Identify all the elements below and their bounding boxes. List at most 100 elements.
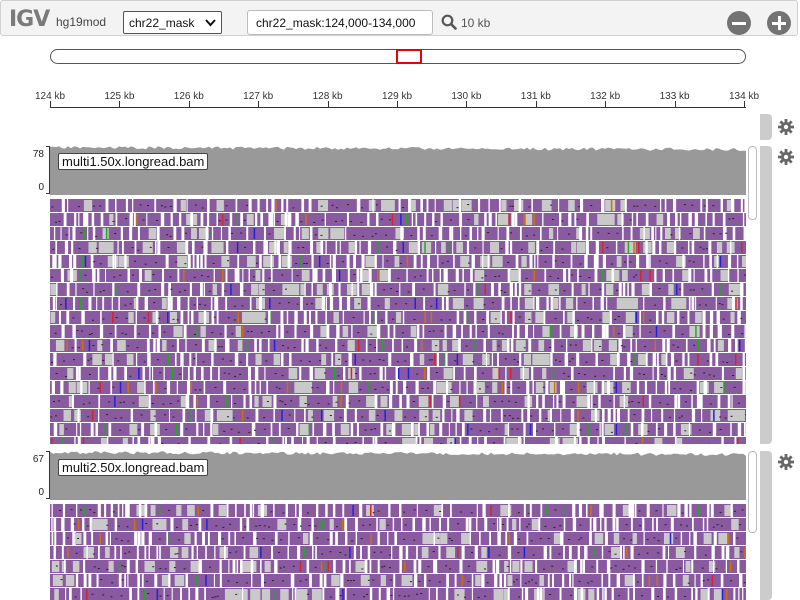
mismatch-mark: [320, 410, 323, 421]
deletion-mark: [461, 325, 463, 338]
deletion-mark: [532, 381, 534, 394]
gear-icon[interactable]: [778, 119, 794, 135]
deletion-mark: [507, 546, 511, 559]
alignment-track[interactable]: [50, 504, 746, 600]
genome-label[interactable]: hg19mod: [56, 15, 107, 29]
insertion-mark: [248, 431, 251, 433]
chromosome-select[interactable]: chr22_mask: [123, 11, 222, 34]
insertion-mark: [737, 402, 740, 404]
insertion-mark: [121, 579, 124, 581]
mismatch-mark: [391, 214, 394, 225]
locus-search-input[interactable]: chr22_mask:124,000-134,000: [247, 10, 433, 35]
gap-mark: [133, 298, 138, 309]
gap-mark: [384, 200, 393, 211]
gap-mark: [548, 284, 560, 295]
gap-mark: [641, 284, 651, 295]
deletion-mark: [411, 213, 414, 226]
insertion-mark: [736, 537, 739, 539]
gap-mark: [187, 505, 195, 516]
mismatch-mark: [443, 354, 445, 365]
deletion-mark: [445, 381, 449, 394]
deletion-mark: [224, 339, 229, 352]
deletion-mark: [597, 437, 599, 444]
deletion-mark: [681, 283, 684, 296]
deletion-mark: [606, 560, 611, 573]
search-icon[interactable]: [441, 14, 457, 30]
deletion-mark: [365, 339, 368, 352]
insertion-mark: [320, 234, 323, 236]
deletion-mark: [498, 199, 501, 212]
gap-mark: [161, 519, 167, 530]
insertion-mark: [610, 263, 613, 265]
read-row-gap: [50, 282, 746, 283]
insertion-mark: [243, 290, 246, 292]
gap-mark: [713, 589, 723, 600]
deletion-mark: [259, 255, 262, 268]
alignment-scroll-thumb[interactable]: [748, 451, 757, 533]
deletion-mark: [335, 339, 338, 352]
insertion-mark: [284, 288, 287, 290]
insertion-mark: [178, 291, 181, 293]
insertion-mark: [386, 524, 389, 526]
insertion-mark: [561, 248, 564, 250]
deletion-mark: [490, 283, 494, 296]
ruler-scrollbar[interactable]: [760, 114, 772, 140]
alignment-track[interactable]: [50, 199, 746, 444]
zoom-in-icon[interactable]: [767, 11, 791, 35]
gear-icon[interactable]: [778, 149, 794, 165]
insertion-mark: [502, 523, 505, 525]
zoom-out-icon[interactable]: [727, 11, 751, 35]
deletion-mark: [271, 546, 274, 559]
deletion-mark: [420, 199, 423, 212]
insertion-mark: [372, 512, 375, 514]
insertion-mark: [516, 361, 519, 363]
deletion-mark: [483, 409, 487, 422]
gap-mark: [331, 575, 340, 586]
deletion-mark: [125, 504, 129, 517]
insertion-mark: [97, 568, 100, 570]
gap-mark: [446, 547, 456, 558]
insertion-mark: [164, 206, 167, 208]
deletion-mark: [706, 518, 709, 531]
insertion-mark: [239, 361, 242, 363]
deletion-mark: [54, 255, 57, 268]
track-scrollbar[interactable]: [760, 146, 772, 444]
deletion-mark: [194, 532, 197, 545]
insertion-mark: [79, 509, 82, 511]
deletion-mark: [288, 532, 290, 545]
deletion-mark: [616, 409, 620, 422]
coverage-axis: [46, 451, 50, 499]
deletion-mark: [456, 409, 460, 422]
gap-mark: [580, 396, 588, 407]
mismatch-mark: [467, 424, 469, 435]
gap-mark: [384, 298, 390, 309]
deletion-mark: [491, 353, 494, 366]
insertion-mark: [583, 302, 586, 304]
deletion-mark: [731, 395, 733, 408]
gear-icon[interactable]: [778, 454, 794, 470]
genomic-ruler[interactable]: 124 kb 125 kb 126 kb 127 kb 128 kb 129 kb 130 …: [35, 88, 759, 108]
mismatch-mark: [370, 505, 372, 516]
insertion-mark: [66, 537, 69, 539]
insertion-mark: [82, 288, 85, 290]
insertion-mark: [713, 375, 716, 377]
coverage-track[interactable]: [50, 449, 746, 500]
track-scrollbar[interactable]: [760, 451, 772, 600]
deletion-mark: [512, 311, 515, 324]
deletion-mark: [602, 409, 605, 422]
ruler-tick-mark: [119, 101, 121, 108]
alignment-scroll-thumb[interactable]: [748, 146, 757, 220]
coverage-track[interactable]: [50, 144, 746, 195]
insertion-mark: [718, 303, 721, 305]
deletion-mark: [579, 437, 582, 444]
insertion-mark: [230, 428, 233, 430]
insertion-mark: [117, 360, 120, 362]
deletion-mark: [276, 325, 279, 338]
gap-mark: [567, 312, 574, 323]
mismatch-mark: [407, 368, 410, 379]
insertion-mark: [346, 580, 349, 582]
deletion-mark: [96, 574, 99, 587]
deletion-mark: [80, 588, 82, 600]
mismatch-mark: [273, 340, 276, 351]
deletion-mark: [710, 269, 713, 282]
